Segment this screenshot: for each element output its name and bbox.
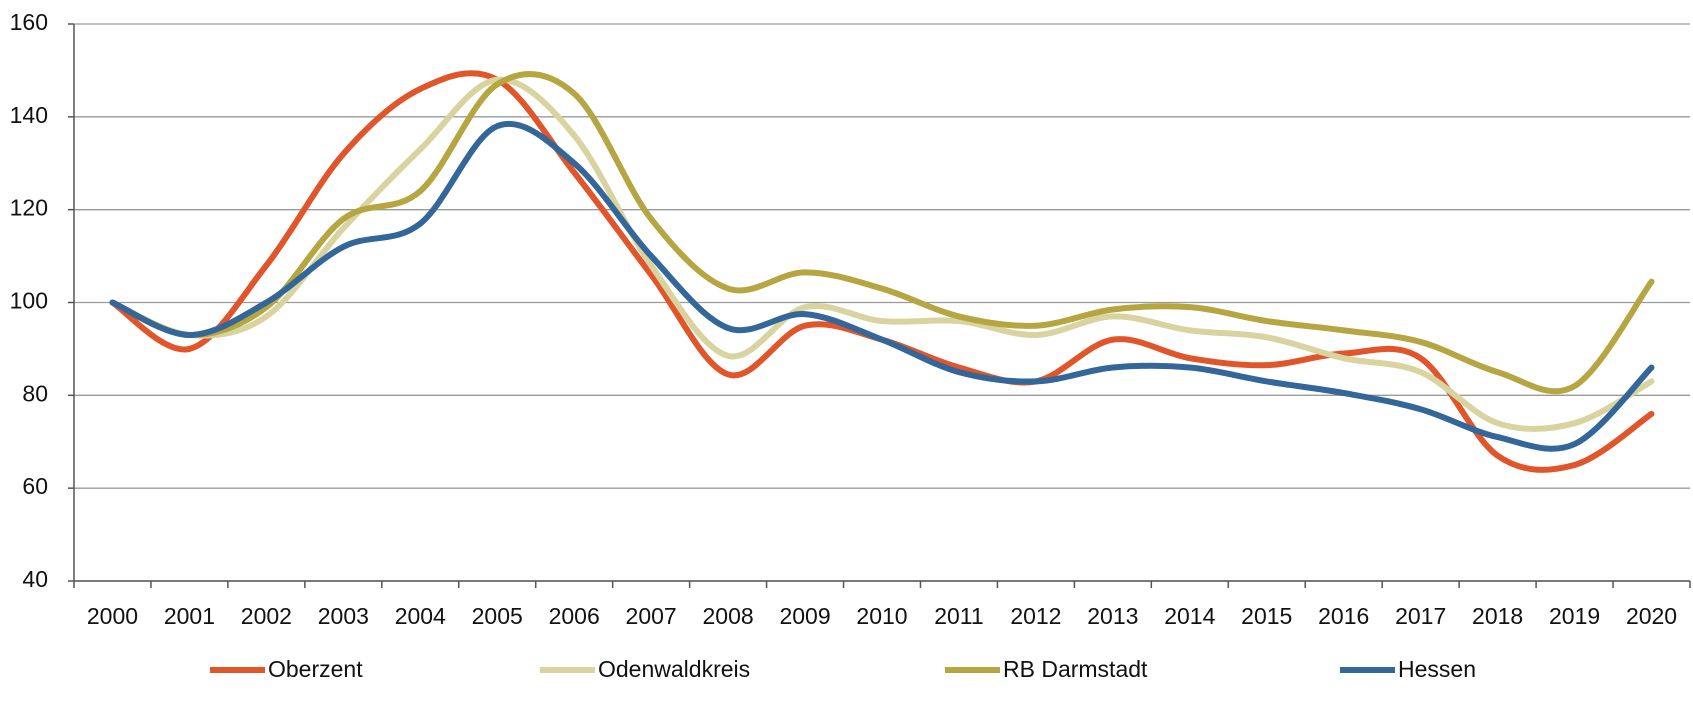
x-tick-label: 2014 bbox=[1164, 603, 1215, 629]
y-tick-label: 120 bbox=[10, 195, 48, 221]
series-line bbox=[109, 121, 1655, 452]
x-tick-label: 2004 bbox=[395, 603, 446, 629]
x-tick-label: 2010 bbox=[856, 603, 907, 629]
x-tick-label: 2013 bbox=[1087, 603, 1138, 629]
legend-label: Hessen bbox=[1398, 656, 1476, 682]
legend-label: RB Darmstadt bbox=[1003, 656, 1148, 682]
x-tick-label: 2000 bbox=[87, 603, 138, 629]
y-tick-label: 60 bbox=[22, 473, 48, 499]
y-tick-label: 160 bbox=[10, 9, 48, 35]
x-tick-label: 2003 bbox=[318, 603, 369, 629]
x-tick-label: 2002 bbox=[241, 603, 292, 629]
series-line bbox=[109, 71, 1655, 395]
y-tick-label: 140 bbox=[10, 102, 48, 128]
x-tick-label: 2012 bbox=[1010, 603, 1061, 629]
x-tick-label: 2005 bbox=[472, 603, 523, 629]
series-line bbox=[109, 76, 1655, 432]
legend-label: Oberzent bbox=[268, 656, 363, 682]
y-tick-label: 100 bbox=[10, 288, 48, 314]
x-tick-label: 2001 bbox=[164, 603, 215, 629]
x-tick-label: 2018 bbox=[1472, 603, 1523, 629]
x-tick-label: 2016 bbox=[1318, 603, 1369, 629]
x-tick-label: 2015 bbox=[1241, 603, 1292, 629]
x-tick-label: 2011 bbox=[934, 603, 983, 629]
series-line bbox=[109, 70, 1655, 473]
x-tick-label: 2008 bbox=[703, 603, 754, 629]
x-tick-label: 2006 bbox=[549, 603, 600, 629]
y-tick-label: 40 bbox=[22, 566, 48, 592]
x-tick-label: 2009 bbox=[779, 603, 830, 629]
x-tick-label: 2020 bbox=[1626, 603, 1677, 629]
x-tick-label: 2017 bbox=[1395, 603, 1446, 629]
legend-label: Odenwaldkreis bbox=[598, 656, 750, 682]
y-tick-label: 80 bbox=[22, 380, 48, 406]
x-tick-label: 2019 bbox=[1549, 603, 1600, 629]
x-tick-label: 2007 bbox=[626, 603, 677, 629]
